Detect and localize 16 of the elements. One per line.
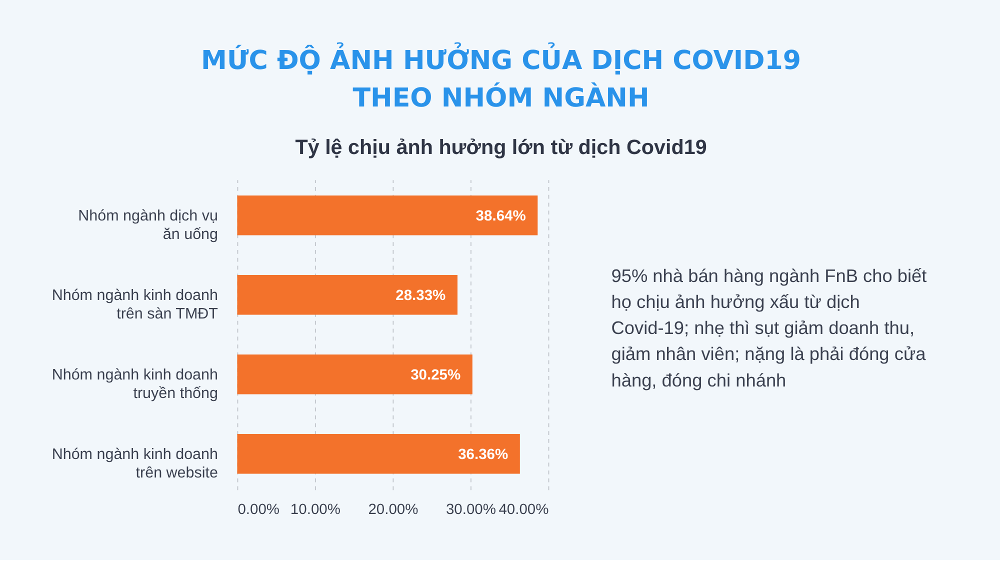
data-label: 28.33%	[396, 288, 446, 304]
x-tick-label: 20.00%	[368, 502, 418, 518]
data-label: 36.36%	[458, 446, 508, 463]
y-tick-label: Nhóm ngành kinh doanh truyền thống	[52, 366, 218, 402]
x-tick-label: 40.00%	[498, 502, 549, 518]
text: 95% nhà bán hàng ngành FnB cho biết họ chịu ảnh hưởng xấu từ dịch Covid-19; nhẹ thì sụt giảm doanh thu, giảm nhân viên; nặng là phải đóng cửa hàng, đóng chi nhánh	[611, 266, 927, 390]
y-tick-label: Nhóm ngành kinh doanh trên sàn TMĐT	[52, 286, 218, 322]
y-tick-label: Nhóm ngành dịch vụ ăn uống	[78, 207, 218, 243]
x-tick-label: 30.00%	[446, 502, 496, 518]
x-tick-label: 0.00%	[238, 502, 280, 518]
x-tick-label: 10.00%	[290, 502, 340, 518]
data-label: 30.25%	[410, 367, 461, 384]
y-tick-label: Nhóm ngành kinh doanh trên website	[52, 446, 218, 482]
chart-title: MỨC ĐỘ ẢNH HƯỞNG CỦA DỊCH COVID19 THEO NHÓM NGÀNH	[200, 42, 802, 114]
data-label: 38.64%	[476, 208, 526, 224]
chart-subtitle: Tỷ lệ chịu ảnh hưởng lớn từ dịch Covid19	[295, 136, 707, 160]
